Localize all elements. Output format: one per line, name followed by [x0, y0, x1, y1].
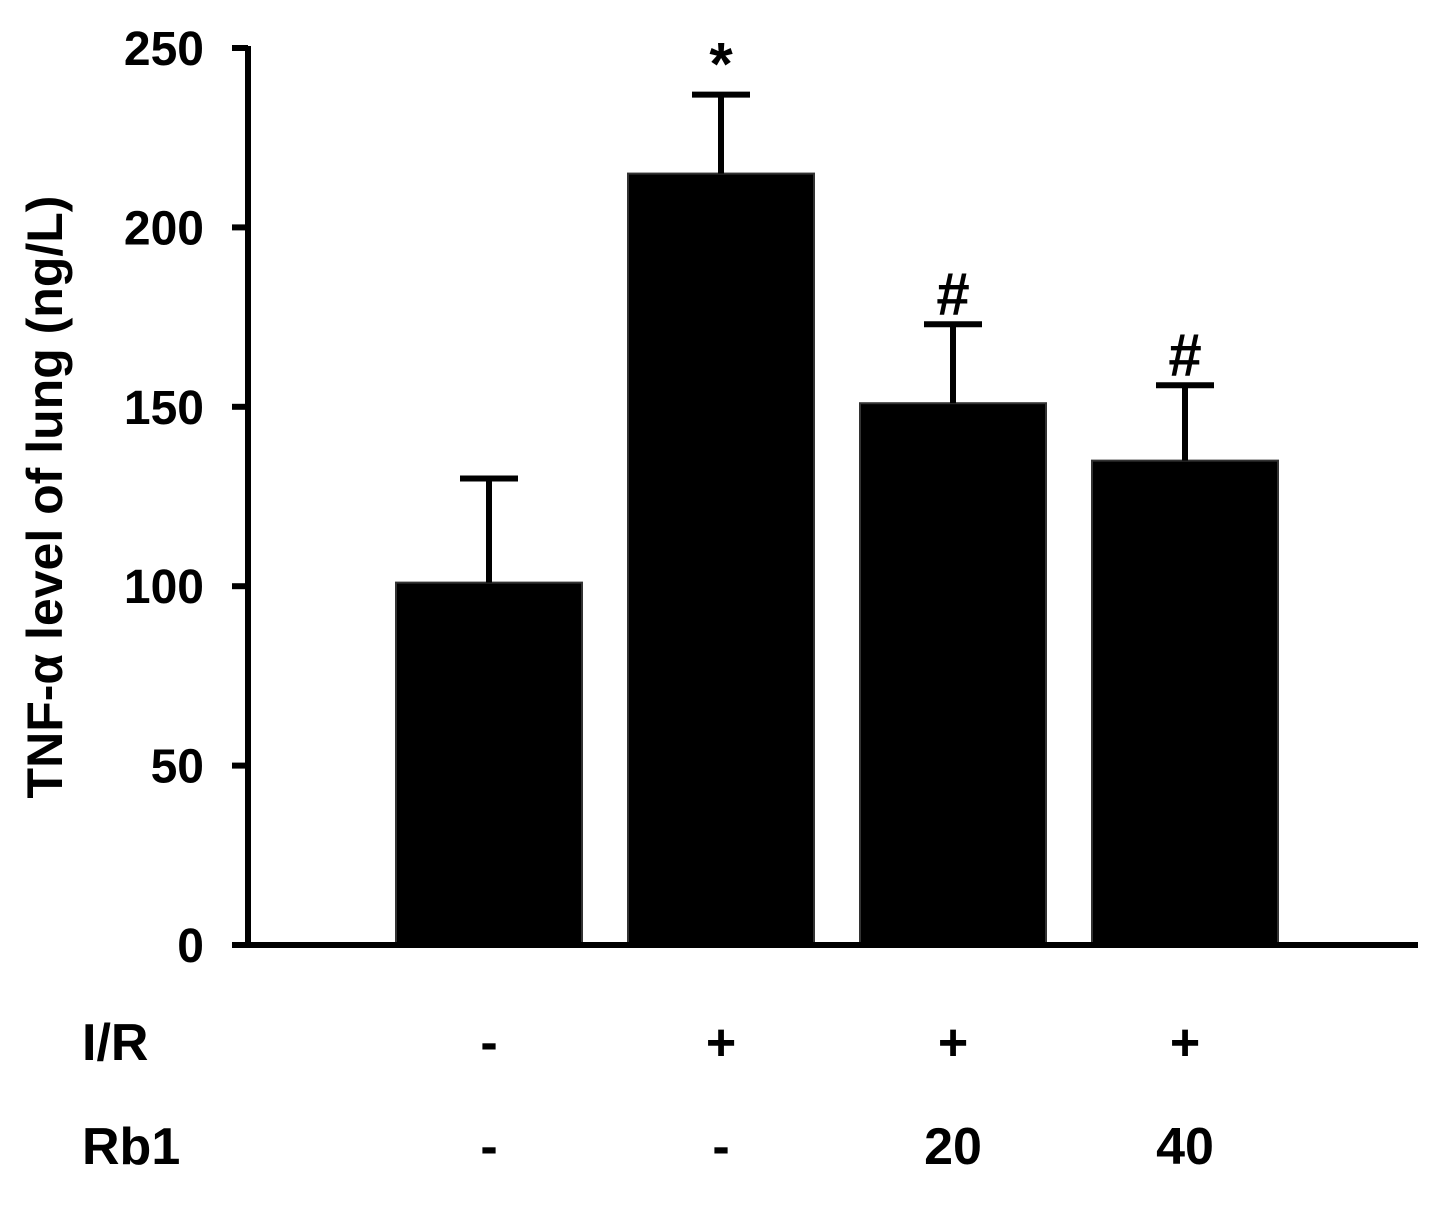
condition-row-label-2: Rb1 — [82, 1118, 180, 1176]
y-tick-label-100: 100 — [124, 561, 204, 614]
condition-value-1-4: + — [1170, 1014, 1200, 1072]
bar-2 — [627, 172, 815, 946]
condition-value-2-1: - — [480, 1118, 497, 1176]
significance-marker-3: # — [936, 260, 969, 327]
y-tick-label-250: 250 — [124, 23, 204, 76]
bar-4 — [1091, 459, 1279, 946]
condition-value-2-3: 20 — [924, 1118, 982, 1176]
condition-value-2-4: 40 — [1156, 1118, 1214, 1176]
axes-group — [232, 46, 1418, 948]
condition-rows-group: I/R - + + + Rb1 - - 20 40 — [82, 1014, 1214, 1176]
y-tick-label-150: 150 — [124, 382, 204, 435]
bars-group — [395, 172, 1279, 947]
condition-value-1-3: + — [938, 1014, 968, 1072]
bar-3 — [859, 402, 1047, 947]
condition-value-1-2: + — [706, 1014, 736, 1072]
y-tick-label-200: 200 — [124, 202, 204, 255]
condition-row-label-1: I/R — [82, 1014, 148, 1072]
error-bars-group — [460, 91, 1214, 583]
y-ticks-group: 0 50 100 150 200 250 — [124, 23, 248, 973]
y-tick-label-50: 50 — [151, 741, 204, 794]
y-axis-label: TNF-α level of lung (ng/L) — [17, 196, 73, 799]
y-tick-label-0: 0 — [177, 920, 204, 973]
y-axis-label-group: TNF-α level of lung (ng/L) — [17, 196, 73, 799]
significance-marker-4: # — [1168, 321, 1201, 388]
significance-markers-group: * # # — [709, 31, 1201, 389]
significance-marker-2: * — [709, 31, 733, 98]
condition-value-1-1: - — [480, 1014, 497, 1072]
bar-1 — [395, 581, 583, 946]
condition-value-2-2: - — [712, 1118, 729, 1176]
